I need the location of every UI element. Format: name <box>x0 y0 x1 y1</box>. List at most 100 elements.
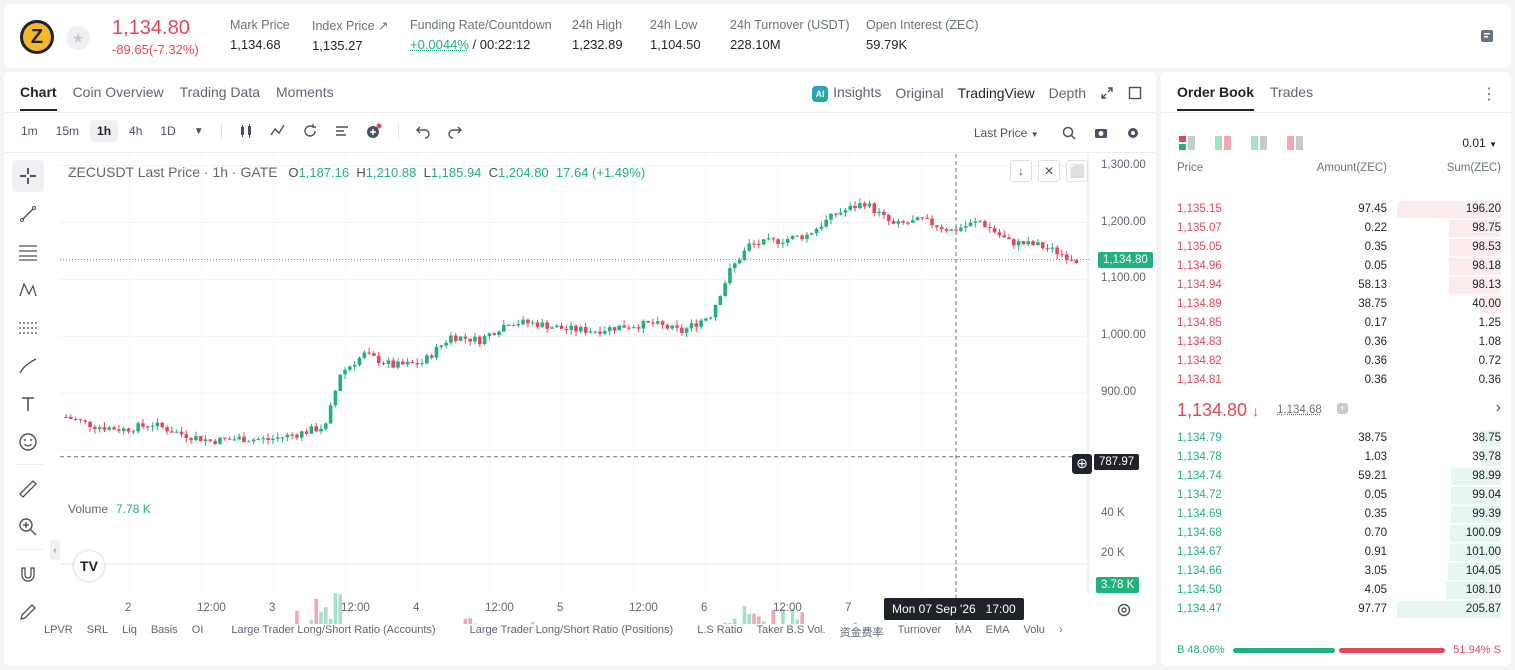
ask-row[interactable]: 1,134.89 38.75 40.00 <box>1161 295 1511 314</box>
expand-icon[interactable] <box>1100 86 1114 100</box>
undo-icon[interactable] <box>415 123 431 139</box>
indicator-item[interactable]: SRL <box>86 624 109 636</box>
ask-row[interactable]: 1,134.83 0.36 1.08 <box>1161 333 1511 352</box>
note-icon[interactable] <box>1479 28 1495 44</box>
bid-row[interactable]: 1,134.69 0.35 99.39 <box>1161 505 1511 524</box>
indicator-item[interactable]: Taker B.S Vol. <box>756 624 826 636</box>
ask-row[interactable]: 1,134.81 0.36 0.36 <box>1161 371 1511 390</box>
zoom-icon[interactable] <box>12 511 44 543</box>
precision-select[interactable]: 0.01 ▼ <box>1462 136 1497 150</box>
bid-row[interactable]: 1,134.72 0.05 99.04 <box>1161 486 1511 505</box>
funding-rate-value[interactable]: +0.0044% <box>410 37 469 52</box>
bid-row[interactable]: 1,134.79 38.75 38.75 <box>1161 429 1511 448</box>
tab-coin-overview[interactable]: Coin Overview <box>72 84 164 100</box>
tab-moments[interactable]: Moments <box>276 84 334 100</box>
bid-row[interactable]: 1,134.66 3.05 104.05 <box>1161 562 1511 581</box>
fib-icon[interactable] <box>12 236 44 268</box>
tab-order-book[interactable]: Order Book <box>1177 84 1255 111</box>
indicator-item[interactable]: Large Trader Long/Short Ratio (Positions… <box>469 624 674 636</box>
tab-trades[interactable]: Trades <box>1270 84 1314 100</box>
trendline-icon[interactable] <box>12 198 44 230</box>
indicator-item[interactable]: Volu <box>1023 624 1045 636</box>
maximize-icon[interactable]: ⬜ <box>1066 160 1088 182</box>
chevron-right-icon[interactable]: › <box>1495 399 1501 416</box>
ruler-icon[interactable] <box>12 473 44 505</box>
indicator-item[interactable]: Large Trader Long/Short Ratio (Accounts) <box>231 624 436 636</box>
indicator-item[interactable]: MA <box>955 624 972 636</box>
bid-row[interactable]: 1,134.47 97.77 205.87 <box>1161 600 1511 619</box>
indicator-item[interactable]: Turnover <box>897 624 942 636</box>
bid-row[interactable]: 1,134.50 4.05 108.10 <box>1161 581 1511 600</box>
bid-row[interactable]: 1,134.78 1.03 39.78 <box>1161 448 1511 467</box>
indicator-item[interactable]: EMA <box>985 624 1010 636</box>
add-alert-icon[interactable] <box>366 123 382 139</box>
view-split-icon[interactable] <box>1215 136 1231 150</box>
interval-1m[interactable]: 1m <box>21 124 38 138</box>
collapse-icon[interactable]: ✕ <box>1038 160 1060 182</box>
arrow-down-icon[interactable]: ↓ <box>1010 160 1032 182</box>
buy-ratio-bar <box>1233 648 1335 653</box>
more-icon[interactable]: ⋮ <box>1481 86 1497 103</box>
crosshair-icon[interactable] <box>12 160 44 192</box>
view-original[interactable]: Original <box>895 85 944 101</box>
stat-index-price[interactable]: Index Price ↗ 1,135.27 <box>312 18 388 53</box>
bid-row[interactable]: 1,134.74 59.21 98.99 <box>1161 467 1511 486</box>
view-both-icon[interactable] <box>1179 136 1195 150</box>
ask-row[interactable]: 1,135.05 0.35 98.53 <box>1161 238 1511 257</box>
indicator-item[interactable]: L.S Ratio <box>697 624 743 636</box>
indicator-item[interactable]: OI <box>191 624 204 636</box>
camera-icon[interactable] <box>1094 126 1108 140</box>
interval-1h[interactable]: 1h <box>90 120 119 142</box>
interval-1d[interactable]: 1D <box>160 124 176 138</box>
view-depth[interactable]: Depth <box>1048 85 1086 101</box>
interval-15m[interactable]: 15m <box>55 124 80 138</box>
add-crosshair-icon[interactable]: ⊕ <box>1072 454 1092 474</box>
star-icon[interactable]: ★ <box>66 26 90 50</box>
buy-ratio: B 48.06% <box>1177 644 1225 656</box>
collapse-tools-handle[interactable]: ‹ <box>50 540 60 560</box>
brush-icon[interactable] <box>12 350 44 382</box>
indicator-item[interactable]: Basis <box>150 624 178 636</box>
text-icon[interactable] <box>12 388 44 420</box>
ask-row[interactable]: 1,134.96 0.05 98.18 <box>1161 257 1511 276</box>
insights-button[interactable]: AI Insights <box>812 84 881 102</box>
chevron-down-icon[interactable]: ▼ <box>193 125 204 137</box>
magnet-icon[interactable] <box>12 558 44 590</box>
bid-row[interactable]: 1,134.68 0.70 100.09 <box>1161 524 1511 543</box>
mid-price-row[interactable]: 1,134.80 ↓ 1,134.68 + › <box>1177 398 1501 422</box>
view-bids-icon[interactable] <box>1251 136 1267 150</box>
price-source-select[interactable]: Last Price ▼ <box>974 126 1039 140</box>
tradingview-logo[interactable]: TV <box>74 551 104 581</box>
template-icon[interactable] <box>334 123 350 139</box>
ask-row[interactable]: 1,135.07 0.22 98.75 <box>1161 219 1511 238</box>
bid-row[interactable]: 1,134.67 0.91 101.00 <box>1161 543 1511 562</box>
tab-chart[interactable]: Chart <box>20 84 57 111</box>
interval-4h[interactable]: 4h <box>129 124 143 138</box>
view-tradingview[interactable]: TradingView <box>957 85 1035 101</box>
redo-icon[interactable] <box>447 123 463 139</box>
measure-icon[interactable] <box>12 312 44 344</box>
ask-row[interactable]: 1,134.82 0.36 0.72 <box>1161 352 1511 371</box>
pattern-icon[interactable] <box>12 274 44 306</box>
indicator-item[interactable]: Liq <box>122 624 137 636</box>
view-asks-icon[interactable] <box>1287 136 1303 150</box>
chart-settings-icon[interactable] <box>1116 602 1132 618</box>
chevron-right-icon[interactable]: › <box>1058 624 1063 636</box>
indicator-item[interactable]: 资金费率 <box>839 627 884 639</box>
stat-label[interactable]: Index Price ↗ <box>312 19 389 33</box>
replay-icon[interactable] <box>302 123 318 139</box>
ask-row[interactable]: 1,134.85 0.17 1.25 <box>1161 314 1511 333</box>
emoji-icon[interactable] <box>12 426 44 458</box>
ask-row[interactable]: 1,134.94 58.13 98.13 <box>1161 276 1511 295</box>
indicator-icon[interactable] <box>270 123 286 139</box>
indicator-item[interactable]: LPVR <box>44 624 73 636</box>
pencil-icon[interactable] <box>12 596 44 628</box>
tab-trading-data[interactable]: Trading Data <box>179 84 261 100</box>
ask-row[interactable]: 1,135.15 97.45 196.20 <box>1161 200 1511 219</box>
search-icon[interactable] <box>1062 126 1076 140</box>
candle-type-icon[interactable] <box>238 123 254 139</box>
candlestick-chart[interactable] <box>60 154 1090 624</box>
candle <box>391 360 395 368</box>
window-icon[interactable] <box>1128 86 1142 100</box>
settings-icon[interactable] <box>1126 126 1140 140</box>
